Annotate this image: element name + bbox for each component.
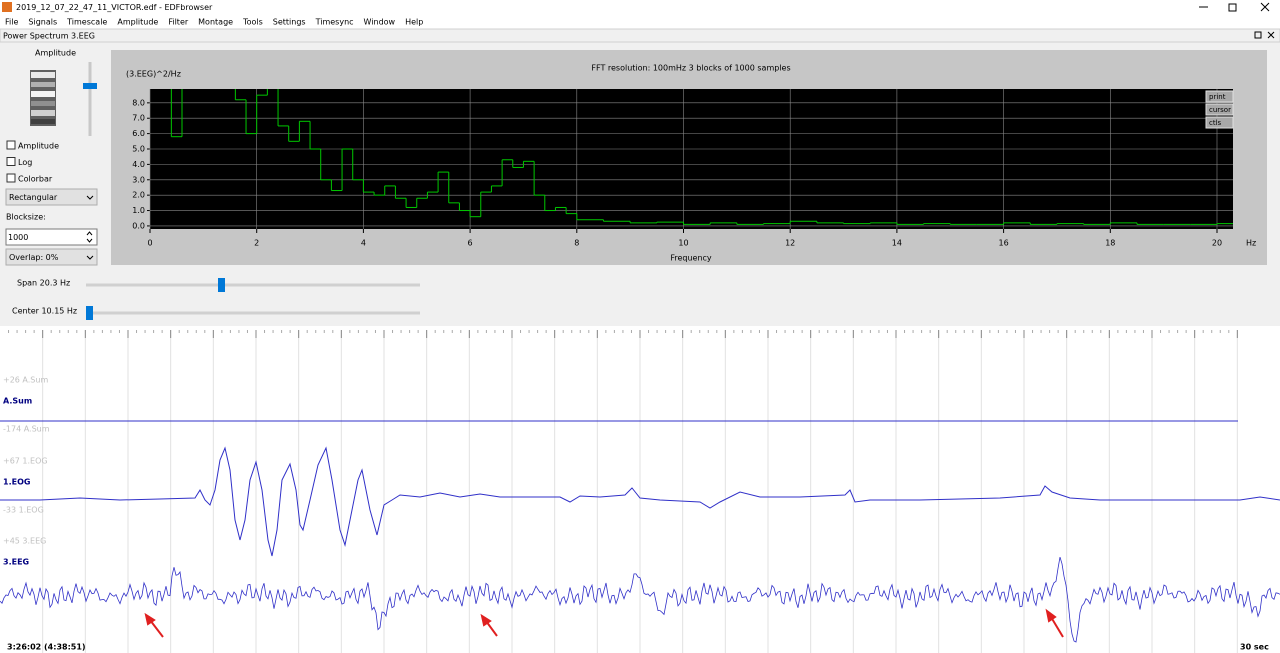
plot-button[interactable] [1205, 103, 1234, 116]
spin-arrows[interactable] [86, 231, 93, 243]
menu-item[interactable]: Timescale [66, 18, 107, 27]
x-tick-label: 6 [468, 239, 473, 248]
menu-item[interactable]: Signals [28, 18, 57, 27]
x-axis-label: Frequency [670, 254, 712, 263]
y-tick-label: 4.0 [132, 160, 145, 169]
blocksize-input[interactable] [5, 228, 98, 246]
dropdown-arrow [86, 255, 94, 260]
x-tick-label: 4 [361, 239, 366, 248]
annotation-arrows [144, 608, 1064, 638]
y-tick-label: 7.0 [132, 114, 145, 123]
checkbox[interactable] [6, 157, 16, 166]
subwindow-restore[interactable] [1254, 31, 1262, 39]
x-tick-label: 14 [892, 239, 902, 248]
center-slider-handle[interactable] [86, 306, 93, 320]
subwindow-title: Power Spectrum 3.EEG [3, 32, 95, 41]
plot-button-label: cursor [1209, 106, 1231, 114]
blocksize-value: 1000 [8, 233, 28, 242]
y-tick-label: 5.0 [132, 145, 145, 154]
checkbox-label: Amplitude [18, 142, 59, 151]
signal-upper-scale: +45 3.EEG [3, 537, 46, 546]
amplitude-label: Amplitude [35, 49, 76, 58]
x-tick-label: 18 [1105, 239, 1115, 248]
center-label: Center 10.15 Hz [12, 307, 77, 316]
y-tick-label: 2.0 [132, 191, 145, 200]
blocksize-label: Blocksize: [6, 213, 46, 222]
x-tick-label: 8 [574, 239, 579, 248]
menu-item[interactable]: Settings [273, 18, 306, 27]
x-tick-label: 2 [254, 239, 259, 248]
chart-title: FFT resolution: 100mHz 3 blocks of 1000 … [591, 64, 790, 73]
subwindow-close[interactable] [1267, 31, 1275, 39]
span-label: Span 20.3 Hz [17, 279, 70, 288]
restore-button[interactable] [1228, 3, 1237, 12]
x-tick-label: 12 [785, 239, 795, 248]
signal-upper-scale: +67 1.EOG [3, 457, 48, 466]
y-axis-label: (3.EEG)^2/Hz [126, 70, 181, 79]
y-tick-label: 6.0 [132, 129, 145, 138]
checkbox-label: Log [18, 158, 32, 167]
x-tick-label: 16 [999, 239, 1009, 248]
window-function-value: Rectangular [9, 193, 58, 202]
menu-item[interactable]: Help [405, 18, 423, 27]
plot-button[interactable] [1205, 116, 1234, 129]
y-tick-label: 3.0 [132, 175, 145, 184]
plot-area [150, 89, 1233, 229]
x-tick-label: 0 [147, 239, 152, 248]
signal-upper-scale: +26 A.Sum [3, 376, 48, 385]
x-tick-label: 20 [1212, 239, 1222, 248]
plot-button[interactable] [1205, 90, 1234, 103]
title-bar [0, 0, 1280, 14]
menu-item[interactable]: Amplitude [117, 18, 158, 27]
signal-lower-scale: -174 A.Sum [3, 425, 50, 434]
page-length-label: 30 sec [1240, 643, 1269, 652]
menu-bar [0, 14, 1280, 29]
window-function-dropdown[interactable] [5, 188, 98, 206]
menu-item[interactable]: File [5, 18, 18, 27]
y-tick-label: 8.0 [132, 98, 145, 107]
plot-button-label: print [1209, 93, 1226, 101]
app-icon [2, 2, 12, 12]
plot-button-label: ctls [1209, 119, 1222, 127]
y-tick-label: 0.0 [132, 221, 145, 230]
time-label: 3:26:02 (4:38:51) [7, 643, 86, 652]
x-unit: Hz [1246, 239, 1256, 248]
signal-name: A.Sum [3, 397, 32, 406]
menu-item[interactable]: Window [364, 18, 396, 27]
overlap-dropdown[interactable] [5, 248, 98, 266]
y-tick-label: 1.0 [132, 206, 145, 215]
span-slider-handle[interactable] [218, 278, 225, 292]
amplitude-slider-handle[interactable] [83, 83, 97, 89]
dropdown-arrow [86, 195, 94, 200]
checkbox[interactable] [6, 140, 16, 150]
x-tick-label: 10 [678, 239, 688, 248]
close-button[interactable] [1260, 2, 1270, 12]
subwindow-title-bar [0, 28, 1280, 43]
overlap-value: Overlap: 0% [9, 253, 59, 262]
menu-item[interactable]: Montage [198, 18, 233, 27]
window-title: 2019_12_07_22_47_11_VICTOR.edf - EDFbrow… [16, 3, 213, 12]
menu-item[interactable]: Tools [242, 18, 263, 27]
menu-item[interactable]: Filter [168, 18, 189, 27]
eog-trace [0, 446, 1280, 557]
signal-lower-scale: -33 1.EOG [3, 506, 44, 515]
checkbox-label: Colorbar [18, 175, 53, 184]
menu-item[interactable]: Timesync [315, 18, 354, 27]
colorbar [30, 70, 56, 126]
eeg-trace [0, 556, 1280, 643]
checkbox[interactable] [6, 173, 16, 183]
signal-name: 1.EOG [3, 478, 30, 487]
signal-name: 3.EEG [3, 558, 29, 567]
